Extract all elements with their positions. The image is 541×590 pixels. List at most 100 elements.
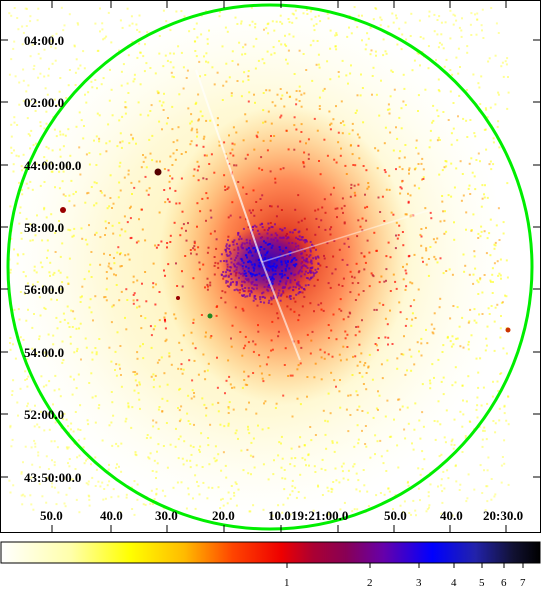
photon <box>329 29 332 32</box>
photon <box>158 35 161 37</box>
photon <box>136 279 139 282</box>
photon <box>153 498 156 500</box>
photon <box>110 496 113 499</box>
photon <box>480 404 483 407</box>
photon <box>164 320 167 323</box>
ra-tick-label: 40.0 <box>440 508 463 523</box>
photon <box>503 404 506 407</box>
photon <box>87 191 90 194</box>
photon <box>454 465 457 468</box>
photon <box>481 8 484 11</box>
photon <box>443 166 446 169</box>
photon <box>149 452 152 455</box>
photon <box>480 225 483 228</box>
photon <box>195 55 198 58</box>
photon <box>473 255 476 258</box>
photon <box>90 251 93 253</box>
photon <box>144 317 147 320</box>
photon <box>297 292 300 295</box>
photon <box>144 503 147 506</box>
photon <box>387 343 389 346</box>
photon <box>225 243 228 246</box>
photon <box>135 23 138 26</box>
photon <box>411 312 414 315</box>
photon <box>79 322 82 325</box>
point-source <box>176 296 180 300</box>
photon <box>309 44 312 47</box>
photon <box>26 385 29 388</box>
photon <box>236 254 239 257</box>
photon <box>478 425 481 428</box>
photon <box>408 512 411 514</box>
photon <box>29 100 32 103</box>
photon <box>111 305 114 308</box>
photon <box>484 509 487 511</box>
photon <box>435 59 437 62</box>
photon <box>94 347 97 349</box>
photon <box>234 432 237 435</box>
photon <box>413 59 416 62</box>
photon <box>127 173 130 176</box>
photon <box>17 308 20 311</box>
photon <box>286 91 288 94</box>
photon <box>279 228 282 231</box>
photon <box>78 111 81 114</box>
photon <box>133 73 136 76</box>
photon <box>307 454 310 457</box>
photon <box>164 312 167 315</box>
photon <box>168 180 171 183</box>
photon <box>134 379 137 382</box>
photon <box>407 480 409 483</box>
photon <box>268 227 271 230</box>
photon <box>215 459 218 462</box>
photon <box>62 170 65 173</box>
photon <box>328 513 330 516</box>
photon <box>318 108 321 110</box>
photon <box>90 372 93 375</box>
photon <box>9 205 12 208</box>
photon <box>364 48 367 51</box>
photon <box>12 379 15 382</box>
photon <box>51 40 54 43</box>
photon <box>229 283 232 286</box>
photon <box>268 89 271 92</box>
photon <box>419 64 421 67</box>
photon <box>119 19 122 22</box>
photon <box>94 295 97 298</box>
photon <box>281 511 284 514</box>
photon <box>431 363 434 366</box>
photon <box>298 235 301 238</box>
photon <box>391 343 394 345</box>
photon <box>193 359 196 362</box>
photon <box>357 14 360 17</box>
photon <box>46 239 49 242</box>
photon <box>452 102 455 104</box>
photon <box>268 259 271 262</box>
photon <box>39 121 42 124</box>
photon <box>335 479 338 482</box>
photon <box>65 165 68 168</box>
photon <box>15 154 18 157</box>
photon <box>186 412 189 415</box>
photon <box>181 372 184 375</box>
photon <box>274 237 277 239</box>
ra-tick-label: 50.0 <box>384 508 407 523</box>
photon <box>388 490 391 493</box>
photon <box>187 493 190 496</box>
photon <box>145 189 148 192</box>
photon <box>299 436 302 439</box>
photon <box>38 426 41 429</box>
photon <box>294 265 296 268</box>
photon <box>471 171 474 174</box>
photon <box>312 509 315 512</box>
photon <box>121 26 124 29</box>
photon <box>276 257 279 260</box>
photon <box>60 414 63 417</box>
photon <box>371 93 373 96</box>
photon <box>112 414 115 417</box>
photon <box>104 497 107 500</box>
colorbar-label: 7 <box>520 577 526 589</box>
photon <box>495 22 498 25</box>
photon <box>56 327 59 330</box>
photon <box>441 351 444 353</box>
